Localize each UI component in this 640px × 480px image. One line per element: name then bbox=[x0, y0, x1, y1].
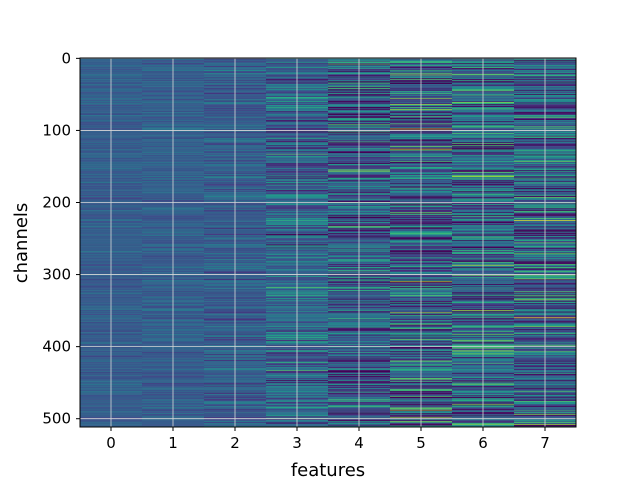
x-tick-label: 5 bbox=[416, 434, 426, 452]
x-tick-label: 3 bbox=[292, 434, 302, 452]
heatmap-cells bbox=[80, 58, 577, 428]
y-tick-label: 300 bbox=[42, 266, 71, 284]
y-tick-label: 100 bbox=[42, 121, 71, 139]
x-tick-label: 4 bbox=[354, 434, 364, 452]
grid-lines bbox=[80, 57, 576, 427]
y-tick-label: 0 bbox=[61, 49, 71, 67]
x-tick-label: 0 bbox=[106, 434, 116, 452]
y-axis-ticks: 0 100 200 300 400 500 bbox=[42, 49, 80, 428]
x-tick-label: 1 bbox=[168, 434, 178, 452]
plot-frame bbox=[79, 57, 577, 428]
x-axis-ticks: 0 1 2 3 4 5 6 7 bbox=[106, 427, 550, 452]
x-tick-label: 7 bbox=[540, 434, 550, 452]
x-tick-label: 6 bbox=[478, 434, 488, 452]
x-axis-label: features bbox=[291, 460, 365, 480]
y-tick-label: 400 bbox=[42, 338, 71, 356]
y-axis-label: channels bbox=[11, 203, 32, 284]
x-tick-label: 2 bbox=[230, 434, 240, 452]
y-tick-label: 200 bbox=[42, 194, 71, 212]
y-tick-label: 500 bbox=[42, 410, 71, 428]
